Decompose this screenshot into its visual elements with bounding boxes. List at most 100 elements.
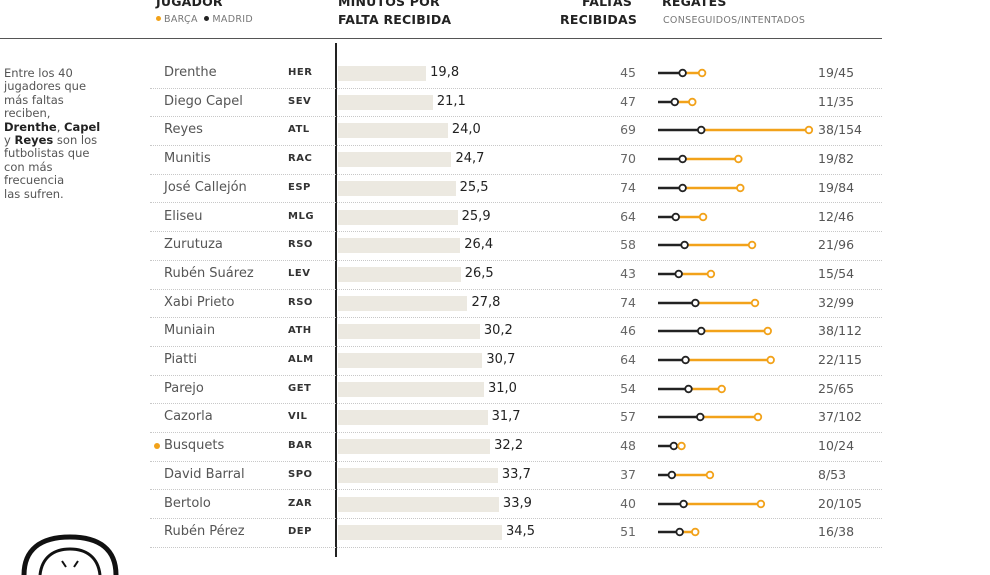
player-team: HER	[288, 67, 313, 78]
dribble-success-marker	[674, 269, 683, 279]
minutes-value: 24,0	[451, 122, 481, 138]
player-name: Reyes	[164, 122, 203, 138]
player-name: David Barral	[164, 466, 245, 482]
fouls-value: 69	[620, 122, 636, 138]
table-row: Zurutuza RSO 26,4 58 21/96	[150, 231, 882, 261]
intro-line: Entre los 40	[4, 66, 73, 80]
player-team: VIL	[288, 411, 308, 423]
minutes-value: 21,1	[436, 93, 466, 109]
intro-line: con más	[4, 159, 53, 174]
dribbles-ratio: 38/154	[818, 122, 862, 138]
fouls-value: 70	[620, 151, 636, 167]
player-team: ATL	[288, 124, 310, 136]
table-row: Diego Capel SEV 21,1 47 11/35	[150, 88, 882, 118]
dribble-success-marker	[675, 527, 684, 537]
header-faltas-line2: RECIBIDAS	[560, 12, 638, 27]
dribble-attempted-marker	[717, 384, 726, 393]
dribble-success-marker	[678, 183, 687, 192]
table-row: Parejo GET 31,0 54 25/65	[150, 375, 882, 405]
dribble-success-marker	[684, 384, 693, 393]
table-row: Rubén Pérez DEP 34,5 51 16/38	[150, 518, 882, 548]
dribble-attempted-marker	[734, 154, 743, 164]
minutes-bar	[338, 123, 448, 139]
table-row: Eliseu MLG 25,9 64 12/46	[150, 203, 882, 233]
dribble-success-marker	[669, 441, 678, 451]
player-team: SPO	[288, 468, 313, 480]
dribbles-ratio: 15/54	[818, 265, 855, 281]
minutes-bar	[338, 180, 456, 196]
barca-marker-dot	[154, 443, 160, 450]
minutes-bar	[338, 324, 480, 340]
player-team: SEV	[288, 95, 312, 107]
dribbles-ratio: 25/65	[818, 380, 855, 396]
intro-line: más faltas	[4, 92, 64, 107]
table-row: Xabi Prieto RSO 27,8 74 32/99	[150, 289, 882, 319]
madrid-legend-label: MADRID	[212, 14, 253, 25]
intro-line: son los	[53, 133, 98, 148]
player-name: José Callejón	[164, 179, 247, 195]
header-jugador: JUGADOR	[156, 0, 223, 9]
dribbles-ratio: 38/112	[818, 323, 862, 339]
minutes-value: 33,9	[502, 495, 532, 511]
madrid-legend-dot	[204, 16, 210, 21]
intro-line: jugadores que	[4, 79, 87, 94]
fouls-value: 74	[620, 179, 636, 195]
table-row: Busquets BAR 32,2 48 10/24	[150, 432, 882, 462]
player-team: DEP	[288, 526, 312, 538]
dribble-attempted-marker	[753, 413, 763, 422]
player-name: Rubén Pérez	[164, 524, 245, 540]
minutes-value: 31,0	[487, 380, 517, 396]
table-row: Rubén Suárez LEV 26,5 43 15/54	[150, 260, 882, 290]
dribble-success-marker	[679, 499, 688, 508]
dribble-attempted-marker	[747, 240, 757, 250]
player-team: LEV	[288, 267, 311, 279]
player-team: GET	[288, 382, 312, 394]
minutes-bar	[338, 439, 491, 455]
fouls-value: 46	[620, 323, 636, 339]
minutes-bar	[338, 238, 461, 254]
player-name: Cazorla	[164, 409, 213, 425]
player-team: ESP	[288, 181, 311, 193]
fouls-value: 48	[620, 438, 636, 454]
team-legend: BARÇA MADRID	[156, 14, 253, 25]
intro-name-drenthe: Drenthe	[4, 119, 57, 134]
player-name: Busquets	[164, 438, 225, 454]
intro-name-reyes: Reyes	[14, 133, 54, 148]
minutes-bar	[338, 410, 488, 426]
barca-legend-label: BARÇA	[164, 14, 198, 25]
dribble-graphic	[658, 527, 700, 537]
minutes-bar	[338, 467, 498, 483]
minutes-value: 30,2	[483, 323, 513, 339]
minutes-value: 30,7	[486, 352, 516, 367]
player-team: MLG	[288, 210, 315, 222]
minutes-value: 26,4	[464, 237, 494, 253]
portrait-illustration	[21, 534, 119, 575]
dribble-graphic	[658, 298, 760, 307]
dribble-graphic	[658, 470, 715, 479]
fouls-value: 47	[620, 93, 636, 109]
dribbles-ratio: 32/99	[818, 294, 855, 310]
minutes-value: 33,7	[501, 466, 531, 482]
dribble-graphic	[658, 183, 745, 192]
intro-name-capel: Capel	[64, 119, 101, 134]
fouls-value: 64	[620, 352, 636, 367]
table-row: Munitis RAC 24,7 70 19/82	[150, 145, 882, 175]
dribble-attempted-marker	[750, 298, 760, 307]
fouls-value: 58	[620, 237, 636, 253]
dribble-graphic	[658, 154, 743, 164]
header-faltas-line1: FALTAS	[582, 0, 633, 9]
minutes-bar	[338, 152, 452, 168]
minutes-value: 19,8	[430, 65, 460, 80]
table-row: José Callejón ESP 25,5 74 19/84	[150, 174, 882, 204]
player-team: RSO	[288, 239, 313, 251]
player-name: Diego Capel	[164, 93, 243, 109]
minutes-value: 32,2	[494, 438, 524, 454]
minutes-value: 27,8	[471, 294, 501, 310]
fouls-value: 57	[620, 409, 636, 425]
minutes-value: 26,5	[464, 265, 494, 281]
dribble-graphic	[658, 97, 697, 106]
header-minutos-line2: FALTA RECIBIDA	[338, 12, 452, 27]
dribble-attempted-marker	[706, 269, 716, 279]
minutes-bar	[338, 209, 458, 225]
header-regates-sub: CONSEGUIDOS/INTENTADOS	[663, 15, 806, 26]
